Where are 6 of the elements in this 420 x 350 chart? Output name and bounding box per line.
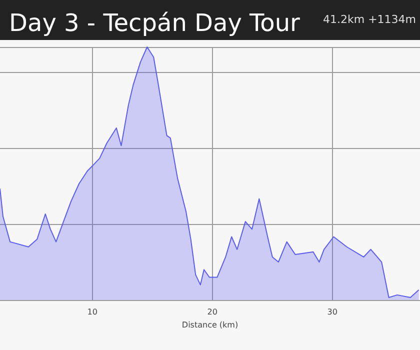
x-axis-title: Distance (km) [182, 320, 238, 330]
x-tick-label: 30 [327, 308, 338, 316]
chart-title: Day 3 - Tecpán Day Tour [9, 9, 300, 37]
x-tick-label: 20 [207, 308, 218, 316]
x-tick-label: 10 [87, 308, 98, 316]
text: 41.2km +1134m [323, 13, 416, 26]
